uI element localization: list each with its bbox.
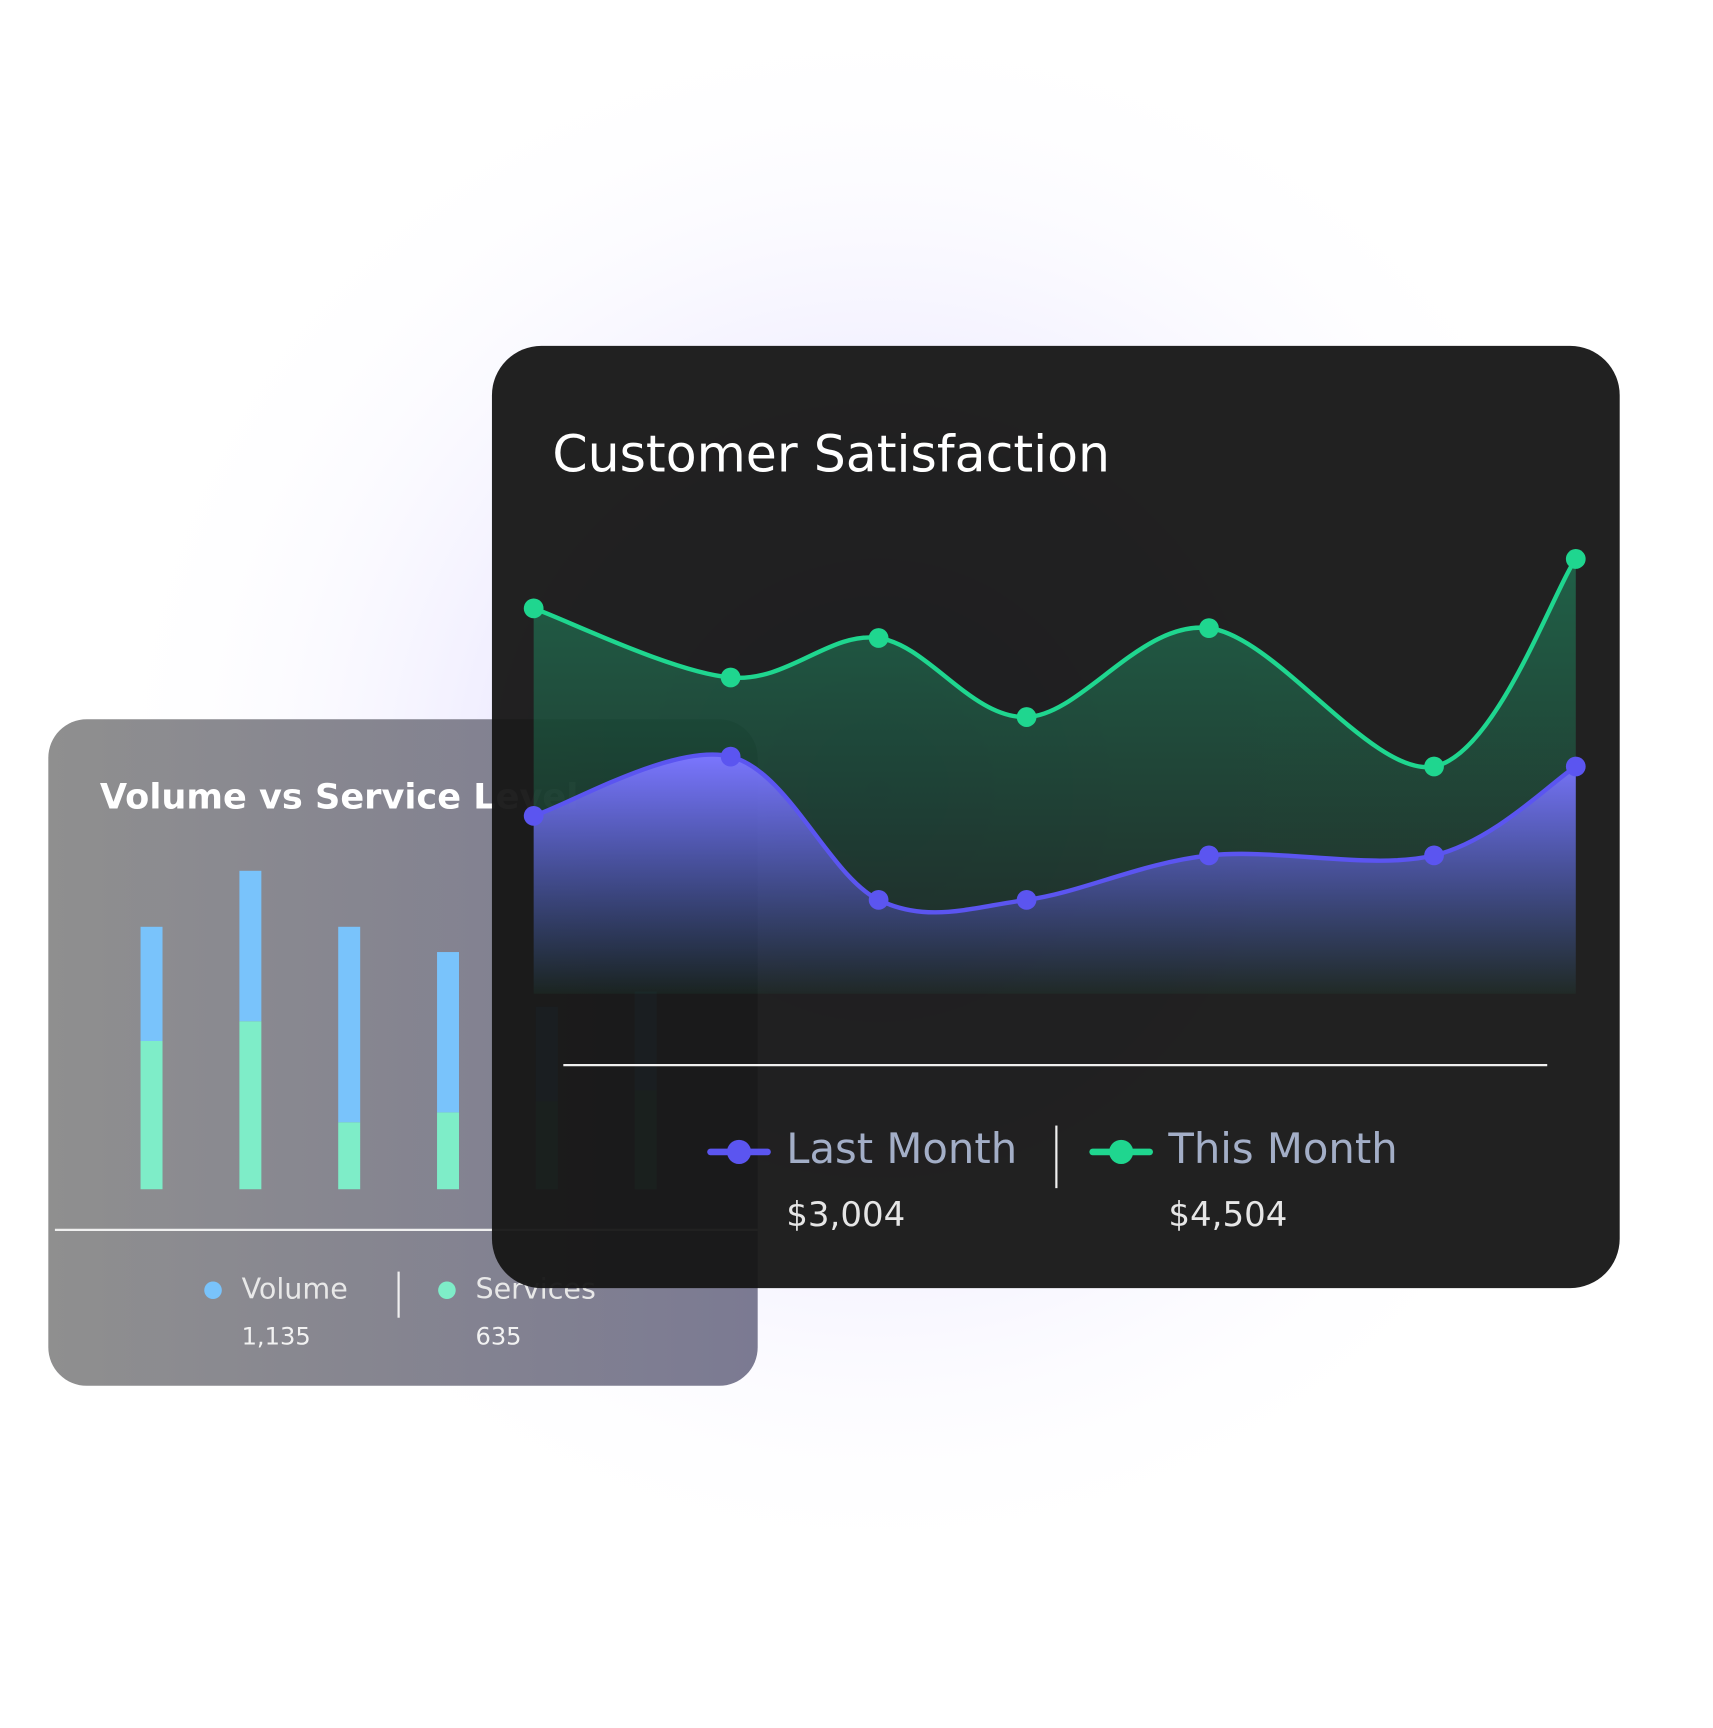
data-point xyxy=(1565,756,1586,777)
legend-dot xyxy=(438,1281,456,1300)
area-fill xyxy=(533,754,1576,994)
legend-value: $3,004 xyxy=(786,1195,905,1235)
data-point xyxy=(1016,707,1037,727)
data-point xyxy=(1199,845,1219,866)
data-point xyxy=(720,746,741,767)
bar-segment xyxy=(437,1112,460,1190)
bar-segment xyxy=(338,1122,361,1190)
data-point xyxy=(868,890,889,910)
satisfaction-card: Customer Satisfaction Last Month $3,004 Th… xyxy=(491,345,1620,1289)
bar-segment xyxy=(239,1021,262,1190)
data-point xyxy=(1424,756,1444,777)
legend-value: 1,135 xyxy=(242,1322,311,1350)
legend-swatch-dot xyxy=(726,1139,752,1164)
legend-dot xyxy=(204,1281,222,1300)
data-point xyxy=(523,806,544,826)
legend-label: This Month xyxy=(1167,1124,1397,1173)
data-point xyxy=(1424,845,1444,866)
legend-swatch-dot xyxy=(1109,1139,1134,1164)
bar-segment xyxy=(338,926,361,1123)
data-point xyxy=(868,628,889,648)
data-point xyxy=(1565,549,1586,569)
bar-segment xyxy=(437,952,460,1113)
bar-segment xyxy=(239,870,262,1022)
data-point xyxy=(1199,618,1219,638)
legend-value: $4,504 xyxy=(1168,1195,1287,1235)
legend-value: 635 xyxy=(475,1322,521,1350)
data-point xyxy=(523,598,544,619)
bar-segment xyxy=(140,1040,163,1190)
legend-label: Last Month xyxy=(786,1124,1017,1173)
card-title: Customer Satisfaction xyxy=(552,424,1110,483)
bar-segment xyxy=(140,926,163,1041)
data-point xyxy=(720,667,741,688)
legend-label: Volume xyxy=(242,1271,348,1305)
data-point xyxy=(1016,890,1037,910)
